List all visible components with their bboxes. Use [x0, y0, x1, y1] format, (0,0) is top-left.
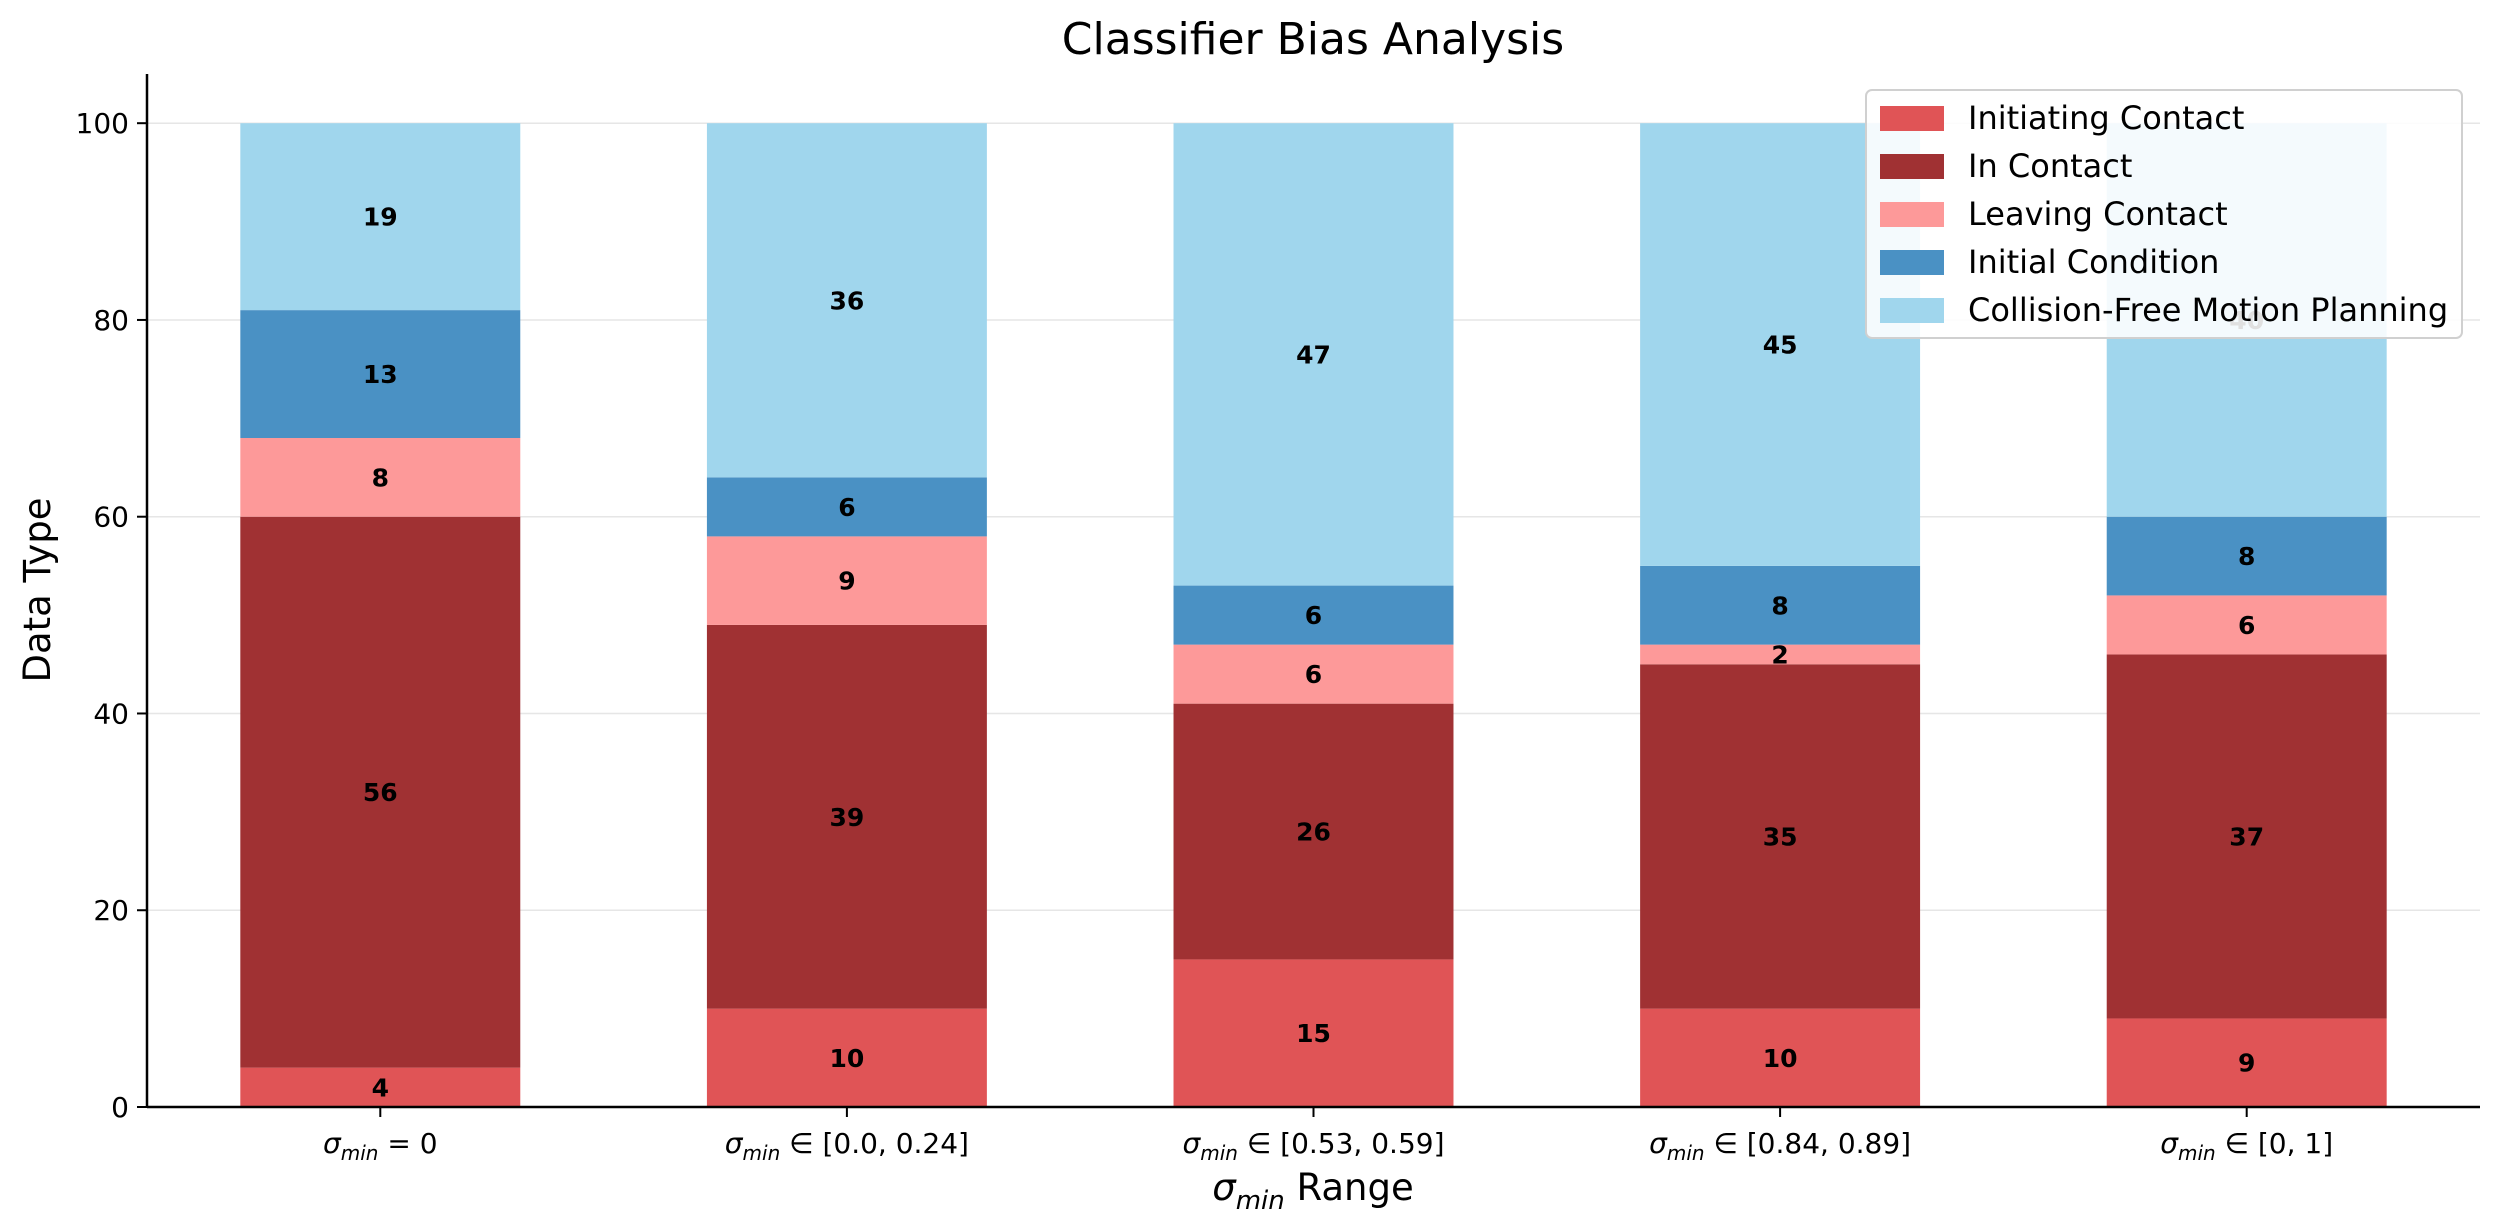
legend-entry: Initial Condition — [1968, 243, 2219, 281]
y-tick-label: 100 — [76, 107, 129, 140]
y-axis-label: Data Type — [16, 497, 59, 682]
bar-segment — [706, 536, 987, 625]
legend-swatch — [1880, 154, 1944, 179]
x-tick-label: σmin ∈ [0.84, 0.89] — [1649, 1127, 1911, 1165]
data-label: 56 — [363, 778, 398, 807]
data-label: 6 — [1305, 601, 1322, 630]
data-label: 35 — [1763, 822, 1798, 851]
bar-segment — [1173, 959, 1454, 1107]
bar-segment — [1173, 644, 1454, 704]
legend-entry: Initiating Contact — [1968, 99, 2244, 137]
bar-segment — [240, 310, 521, 439]
y-tick-labels: 0 20 40 60 80 100 — [76, 107, 129, 1124]
bar-segment — [1173, 123, 1454, 586]
data-label: 15 — [1296, 1019, 1331, 1048]
bar-segment — [1640, 565, 1921, 645]
data-label: 6 — [1305, 660, 1322, 689]
chart-title: Classifier Bias Analysis — [1062, 14, 1564, 65]
bar-segment — [1640, 664, 1921, 1009]
legend-frame — [1865, 89, 2463, 339]
data-label: 47 — [1296, 340, 1331, 369]
bar-segment — [240, 123, 521, 311]
bar-segment — [2106, 516, 2387, 596]
x-tick-label: σmin ∈ [0.0, 0.24] — [725, 1127, 969, 1165]
data-label: 13 — [363, 360, 398, 389]
bar-segment — [1173, 703, 1454, 960]
data-label: 26 — [1296, 818, 1331, 847]
legend-swatch — [1880, 106, 1944, 131]
axes — [137, 74, 2480, 1117]
y-tick-label: 0 — [111, 1091, 129, 1124]
y-tick-label: 20 — [93, 894, 129, 927]
y-tick-label: 40 — [93, 697, 129, 730]
data-label: 9 — [838, 567, 855, 596]
data-label: 8 — [2238, 542, 2255, 571]
legend-entry: In Contact — [1968, 147, 2132, 185]
bar-segment — [1173, 585, 1454, 645]
x-axis-label: σmin Range — [1212, 1166, 1414, 1216]
data-label: 45 — [1763, 331, 1798, 360]
x-tick-label: σmin = 0 — [323, 1127, 438, 1165]
bar-segment — [2106, 654, 2387, 1019]
bar-segment — [706, 123, 987, 478]
bar-segment — [706, 624, 987, 1009]
data-label: 6 — [838, 493, 855, 522]
bar-segment — [240, 1067, 521, 1107]
data-label: 39 — [830, 803, 865, 832]
bar-segment — [1640, 644, 1921, 665]
y-tick-label: 60 — [93, 501, 129, 534]
data-label: 10 — [1763, 1044, 1798, 1073]
data-label: 19 — [363, 203, 398, 232]
data-label: 37 — [2229, 822, 2264, 851]
data-label: 9 — [2238, 1049, 2255, 1078]
bar-segment — [1640, 1008, 1921, 1107]
x-tick-label: σmin ∈ [0.53, 0.59] — [1183, 1127, 1445, 1165]
x-tick-label: σmin ∈ [0, 1] — [2160, 1127, 2333, 1165]
legend: Initiating Contact In Contact Leaving Cont… — [1865, 89, 2463, 339]
bar-segment — [240, 516, 521, 1068]
bar-segment — [706, 477, 987, 537]
data-label: 6 — [2238, 611, 2255, 640]
legend-swatch — [1880, 250, 1944, 275]
x-tick-labels: σmin = 0 σmin ∈ [0.0, 0.24] σmin ∈ [0.53, … — [323, 1127, 2333, 1165]
bar-segment — [2106, 595, 2387, 655]
bar-segment — [2106, 1018, 2387, 1107]
data-label: 8 — [1771, 591, 1788, 620]
bar-segment — [240, 438, 521, 517]
y-tick-label: 80 — [93, 304, 129, 337]
legend-entry: Collision-Free Motion Planning — [1968, 291, 2448, 329]
data-label: 36 — [830, 286, 865, 315]
data-label: 8 — [372, 463, 389, 492]
legend-swatch — [1880, 298, 1944, 323]
legend-entry: Leaving Contact — [1968, 195, 2228, 233]
legend-swatch — [1880, 202, 1944, 227]
data-label: 2 — [1771, 640, 1788, 669]
bar-segment — [706, 1008, 987, 1107]
data-label: 10 — [830, 1044, 865, 1073]
data-label: 4 — [372, 1073, 389, 1102]
